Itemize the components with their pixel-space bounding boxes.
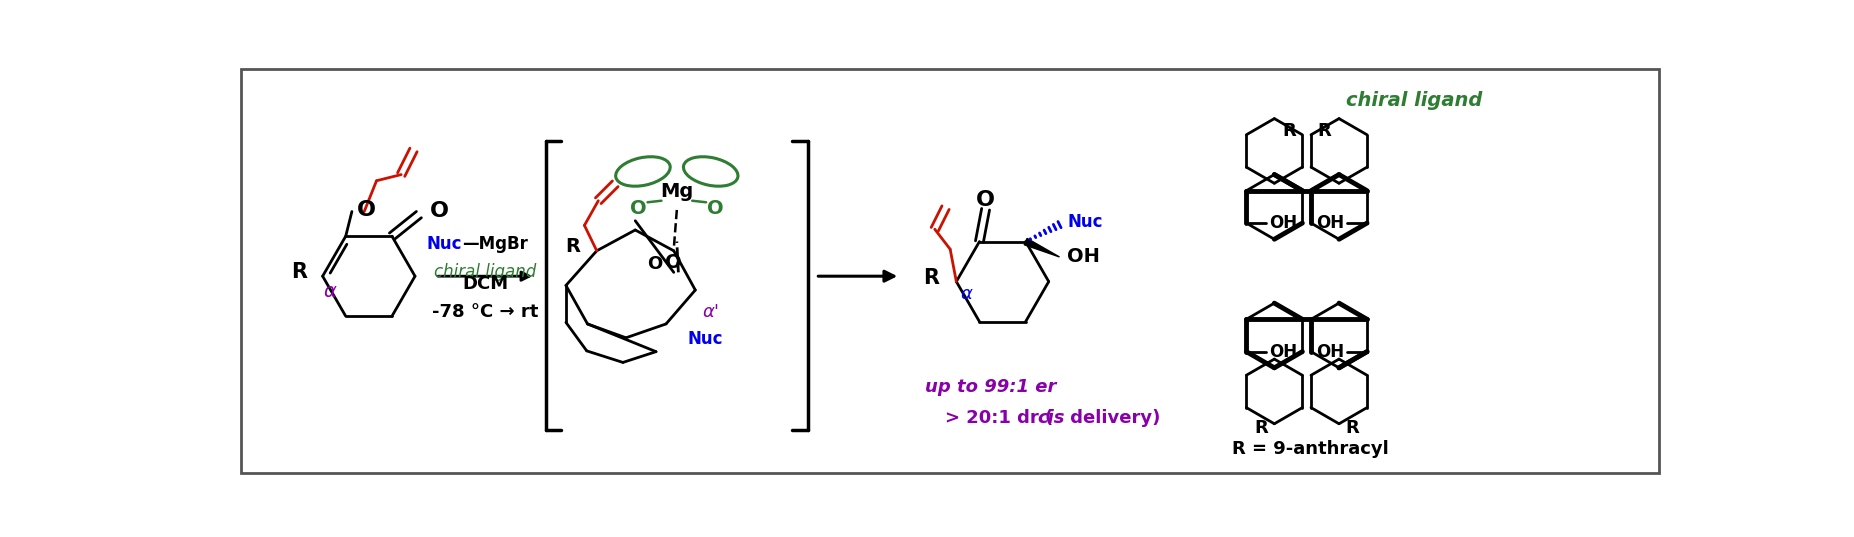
- Text: R = 9-anthracyl: R = 9-anthracyl: [1233, 440, 1389, 458]
- Text: delivery): delivery): [1064, 409, 1161, 427]
- Text: OH: OH: [1316, 214, 1344, 232]
- Text: O: O: [647, 255, 662, 273]
- Text: > 20:1 dr (: > 20:1 dr (: [946, 409, 1053, 427]
- Text: O: O: [706, 199, 723, 218]
- Text: O: O: [430, 201, 449, 221]
- Text: O: O: [975, 190, 996, 210]
- Text: R: R: [923, 268, 940, 288]
- Text: chiral ligand: chiral ligand: [434, 263, 536, 280]
- Text: DCM: DCM: [462, 275, 508, 293]
- Text: OH: OH: [1316, 343, 1344, 361]
- Text: Nuc: Nuc: [1068, 213, 1103, 230]
- Text: chiral ligand: chiral ligand: [1346, 91, 1483, 110]
- Text: R: R: [565, 237, 580, 256]
- Text: R: R: [1316, 122, 1331, 140]
- Text: R: R: [1346, 419, 1359, 437]
- Text: $\alpha$: $\alpha$: [960, 285, 973, 303]
- Text: R: R: [1283, 122, 1296, 140]
- Text: $\alpha$: $\alpha$: [323, 282, 337, 301]
- Text: OH: OH: [1270, 214, 1298, 232]
- Text: Mg: Mg: [660, 182, 693, 201]
- Text: OH: OH: [1270, 343, 1298, 361]
- Text: -78 °C → rt: -78 °C → rt: [432, 303, 538, 321]
- Text: R: R: [291, 262, 308, 281]
- Text: OH: OH: [1068, 248, 1099, 266]
- Text: up to 99:1 er: up to 99:1 er: [925, 378, 1057, 396]
- Text: cis: cis: [1036, 409, 1064, 427]
- Text: Nuc: Nuc: [426, 235, 462, 253]
- Text: R: R: [1255, 419, 1268, 437]
- Text: $\alpha$': $\alpha$': [703, 303, 719, 321]
- Text: —MgBr: —MgBr: [462, 235, 528, 253]
- Text: Nuc: Nuc: [688, 330, 723, 349]
- Text: O: O: [630, 199, 647, 218]
- Text: O: O: [666, 253, 682, 272]
- Text: O: O: [356, 200, 376, 220]
- Polygon shape: [1023, 238, 1059, 257]
